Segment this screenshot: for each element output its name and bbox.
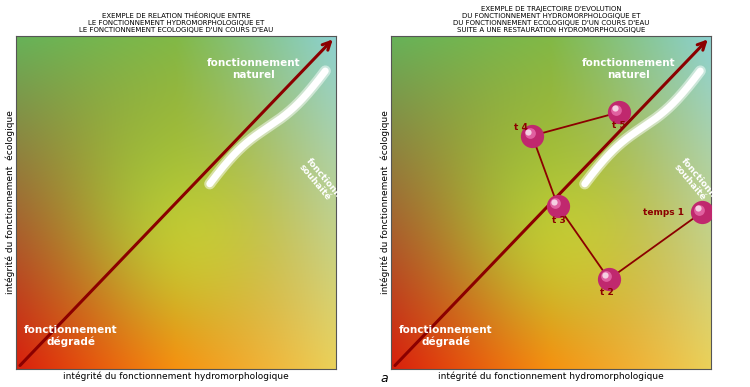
Point — [603, 276, 615, 282]
Point — [601, 273, 613, 279]
Text: fonctionnement
dégradé: fonctionnement dégradé — [24, 325, 118, 347]
Point — [599, 272, 611, 278]
Point — [522, 128, 534, 135]
Text: fonctionnement
souhaité: fonctionnement souhaité — [672, 156, 739, 231]
Point — [610, 107, 622, 113]
Point — [524, 130, 536, 136]
Text: t 5: t 5 — [612, 121, 626, 130]
Point — [692, 205, 703, 212]
X-axis label: intégrité du fonctionnement hydromorphologique: intégrité du fonctionnement hydromorphol… — [64, 372, 290, 382]
Point — [548, 199, 560, 205]
Y-axis label: intégrité du fonctionnement  écologique: intégrité du fonctionnement écologique — [5, 111, 15, 295]
Point — [696, 209, 708, 216]
Text: fonctionnement
naturel: fonctionnement naturel — [581, 58, 675, 80]
Point — [526, 133, 538, 139]
X-axis label: intégrité du fonctionnement hydromorphologique: intégrité du fonctionnement hydromorphol… — [439, 372, 664, 382]
Point — [549, 200, 561, 206]
Text: fonctionnement
dégradé: fonctionnement dégradé — [399, 325, 493, 347]
Point — [613, 109, 625, 115]
Text: a: a — [381, 372, 388, 385]
Point — [609, 105, 621, 111]
Title: EXEMPLE DE TRAJECTOIRE D'EVOLUTION
DU FONCTIONNEMENT HYDROMORPHOLOGIQUE ET
DU FO: EXEMPLE DE TRAJECTOIRE D'EVOLUTION DU FO… — [453, 5, 650, 33]
Y-axis label: intégrité du fonctionnement  écologique: intégrité du fonctionnement écologique — [380, 111, 390, 295]
Text: temps 1: temps 1 — [643, 208, 684, 217]
Text: t 3: t 3 — [553, 216, 566, 225]
Text: t 4: t 4 — [514, 123, 528, 132]
Point — [552, 203, 564, 209]
Point — [693, 207, 705, 213]
Text: fonctionnement
souhaité: fonctionnement souhaité — [297, 156, 364, 231]
Text: t 2: t 2 — [601, 288, 614, 297]
Text: fonctionnement
naturel: fonctionnement naturel — [206, 58, 300, 80]
Title: EXEMPLE DE RELATION THÉORIQUE ENTRE
LE FONCTIONNEMENT HYDROMORPHOLOGIQUE ET
LE F: EXEMPLE DE RELATION THÉORIQUE ENTRE LE F… — [80, 11, 274, 33]
